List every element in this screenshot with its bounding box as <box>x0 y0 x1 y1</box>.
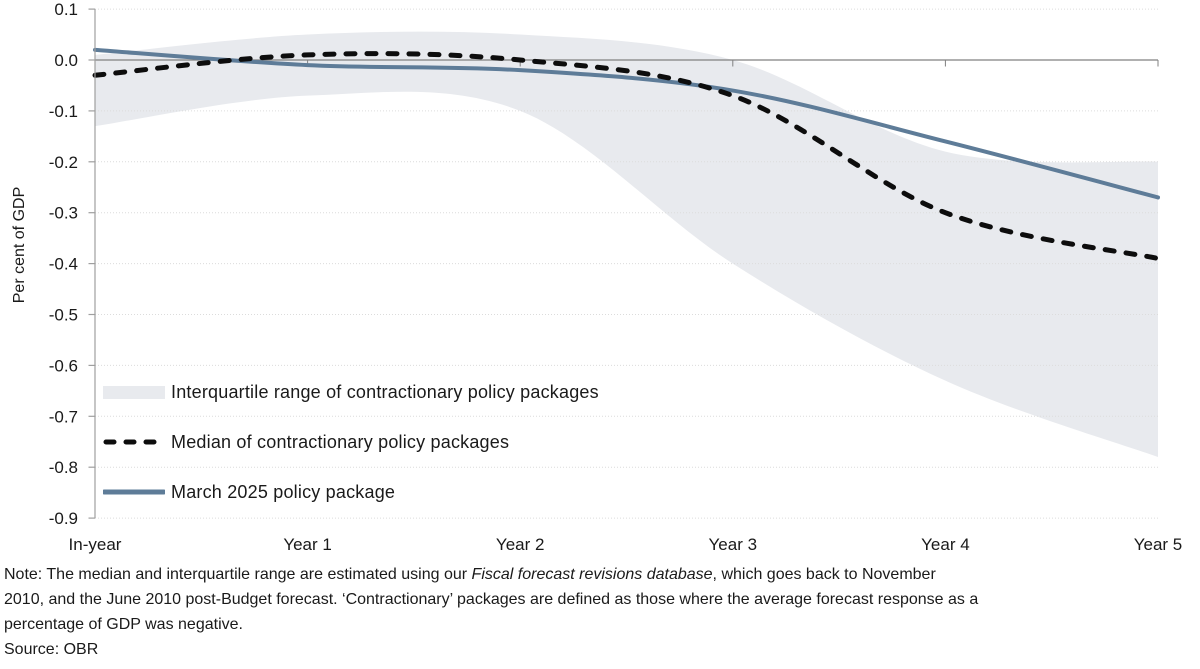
svg-text:Year 4: Year 4 <box>921 535 970 554</box>
chart: 0.1 0.0 -0.1 -0.2 -0.3 -0.4 -0.5 -0.6 -0.7 -0.8 -0… <box>11 0 1183 554</box>
chart-note: Note: The median and interquartile range… <box>4 562 1196 637</box>
legend-item-iqr: Interquartile range of contractionary po… <box>103 367 599 417</box>
legend-label-march: March 2025 policy package <box>171 481 396 502</box>
iqr-band-swatch <box>103 385 165 399</box>
median-dashed-swatch <box>103 439 165 445</box>
source-text: Source: OBR <box>4 641 99 658</box>
svg-text:-0.3: -0.3 <box>49 204 78 223</box>
svg-text:-0.5: -0.5 <box>49 306 78 325</box>
svg-text:-0.8: -0.8 <box>49 458 78 477</box>
march-2025-line <box>93 47 1160 200</box>
svg-text:-0.2: -0.2 <box>49 153 78 172</box>
y-tick-labels: 0.1 0.0 -0.1 -0.2 -0.3 -0.4 -0.5 -0.6 -0.7 -0.8 -0… <box>49 0 78 528</box>
legend-item-march: March 2025 policy package <box>103 467 599 517</box>
x-tick-labels: In-year Year 1 Year 2 Year 3 Year 4 Year 5 <box>69 535 1183 554</box>
median-line <box>92 51 1161 262</box>
iqr-band <box>95 31 1158 458</box>
chart-legend: Interquartile range of contractionary po… <box>103 367 599 517</box>
svg-text:-0.9: -0.9 <box>49 509 78 528</box>
svg-text:Year 5: Year 5 <box>1134 535 1183 554</box>
note-line-1: Note: The median and interquartile range… <box>4 566 936 583</box>
svg-text:-0.1: -0.1 <box>49 102 78 121</box>
svg-text:In-year: In-year <box>69 535 122 554</box>
svg-text:Year 1: Year 1 <box>283 535 332 554</box>
march-solid-swatch <box>103 489 165 495</box>
note-line-2: 2010, and the June 2010 post-Budget fore… <box>4 591 979 608</box>
note-line-3: percentage of GDP was negative. <box>4 616 243 633</box>
legend-label-iqr: Interquartile range of contractionary po… <box>171 381 599 402</box>
line-chart-canvas: 0.1 0.0 -0.1 -0.2 -0.3 -0.4 -0.5 -0.6 -0.7 -0.8 -0… <box>11 0 1183 554</box>
legend-item-median: Median of contractionary policy packages <box>103 417 599 467</box>
svg-text:Year 3: Year 3 <box>709 535 758 554</box>
svg-text:-0.4: -0.4 <box>49 255 78 274</box>
legend-label-median: Median of contractionary policy packages <box>171 431 510 452</box>
gridlines <box>95 8 1158 519</box>
svg-text:-0.6: -0.6 <box>49 356 78 375</box>
y-axis <box>88 8 96 519</box>
svg-text:-0.7: -0.7 <box>49 407 78 426</box>
svg-text:0.1: 0.1 <box>54 0 78 19</box>
svg-text:0.0: 0.0 <box>54 51 78 70</box>
svg-text:Year 2: Year 2 <box>496 535 545 554</box>
y-axis-title: Per cent of GDP <box>11 187 28 304</box>
